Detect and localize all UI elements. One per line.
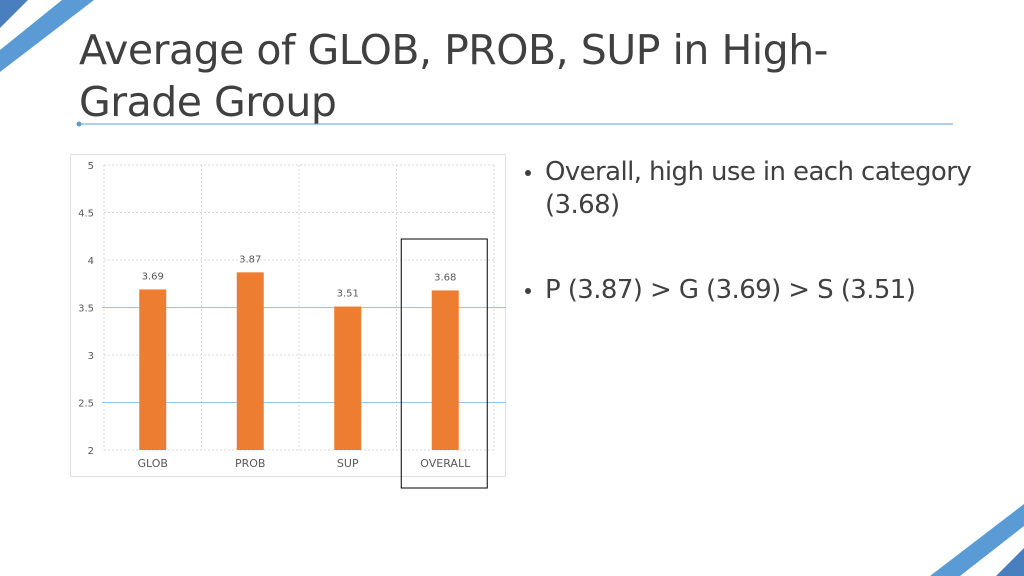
data-label-overall: 3.68 bbox=[434, 272, 456, 283]
x-category-label: GLOB bbox=[138, 457, 168, 470]
bar-chart: 3.69 3.87 3.51 3.68 2 2.5 3 3.5 4 4.5 5 GLOB PROB S… bbox=[78, 161, 506, 489]
data-label-prob: 3.87 bbox=[239, 254, 261, 265]
corner-decoration-bottom-right bbox=[930, 504, 1024, 576]
chart-x-axis-labels: GLOB PROB SUP OVERALL bbox=[138, 457, 472, 470]
y-tick-label: 4.5 bbox=[78, 209, 94, 220]
x-category-label: PROB bbox=[235, 457, 265, 470]
title-underline bbox=[76, 121, 953, 127]
bullet-dot bbox=[525, 288, 531, 294]
y-tick-label: 2 bbox=[88, 446, 94, 457]
chart-data-labels: 3.69 3.87 3.51 3.68 bbox=[142, 254, 457, 299]
bullet-item: P (3.87) > G (3.69) > S (3.51) bbox=[523, 274, 1003, 307]
bullet-item: Overall, high use in each category (3.68… bbox=[523, 156, 1003, 222]
y-tick-label: 2.5 bbox=[78, 399, 94, 410]
bullet-text: P (3.87) > G (3.69) > S (3.51) bbox=[545, 275, 916, 305]
bullet-text: Overall, high use in each category (3.68… bbox=[545, 157, 972, 220]
bar-glob bbox=[139, 289, 167, 450]
data-label-sup: 3.51 bbox=[337, 289, 359, 300]
slide-title: Average of GLOB, PROB, SUP in High-Grade… bbox=[79, 26, 828, 126]
y-tick-label: 4 bbox=[88, 256, 94, 267]
data-label-glob: 3.69 bbox=[142, 271, 164, 282]
bar-prob bbox=[236, 272, 264, 450]
chart-y-axis-labels: 2 2.5 3 3.5 4 4.5 5 bbox=[78, 161, 94, 457]
y-tick-label: 5 bbox=[88, 161, 94, 172]
bullet-list: Overall, high use in each category (3.68… bbox=[523, 156, 1003, 307]
bar-overall bbox=[431, 290, 459, 450]
corner-shape-dark bbox=[996, 548, 1024, 576]
chart-highlight bbox=[400, 238, 488, 489]
corner-decoration-top-left bbox=[0, 0, 94, 72]
chart-bars bbox=[139, 272, 459, 450]
x-category-label: SUP bbox=[337, 457, 359, 470]
overall-highlight-box bbox=[400, 238, 488, 489]
y-tick-label: 3.5 bbox=[78, 304, 94, 315]
bar-sup bbox=[334, 306, 362, 450]
y-tick-label: 3 bbox=[88, 351, 94, 362]
bullet-dot bbox=[525, 170, 531, 176]
x-category-label: OVERALL bbox=[420, 457, 471, 470]
corner-shape-light bbox=[0, 0, 94, 72]
corner-shape-light bbox=[930, 504, 1024, 576]
corner-shape-dark bbox=[0, 0, 28, 28]
